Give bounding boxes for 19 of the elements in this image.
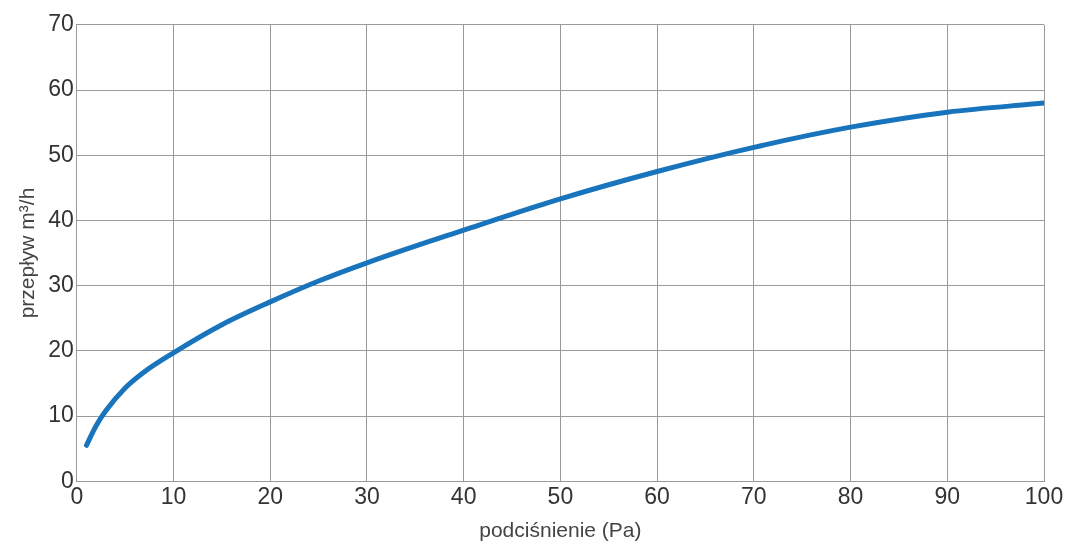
x-tick-label: 10	[160, 483, 187, 510]
y-tick-label: 20	[48, 336, 74, 363]
y-tick-label: 50	[48, 140, 74, 167]
y-axis-title: przepływ m³/h	[15, 187, 39, 319]
x-tick-label: 40	[450, 483, 477, 510]
x-tick-label: 70	[741, 483, 767, 510]
x-tick-label: 50	[547, 483, 574, 510]
x-tick-label: 90	[934, 483, 961, 510]
y-tick-label: 30	[48, 270, 74, 297]
x-tick-label: 60	[644, 483, 670, 510]
x-tick-label: 30	[354, 483, 380, 510]
x-tick-label: 20	[257, 483, 284, 510]
x-axis-title: podciśnienie (Pa)	[479, 518, 642, 542]
x-tick-label: 80	[837, 483, 864, 510]
y-tick-label: 10	[48, 401, 74, 428]
x-tick-label: 100	[1024, 483, 1064, 510]
y-tick-label: 40	[48, 205, 74, 232]
y-tick-label: 60	[48, 75, 74, 102]
y-tick-label: 70	[48, 10, 74, 37]
